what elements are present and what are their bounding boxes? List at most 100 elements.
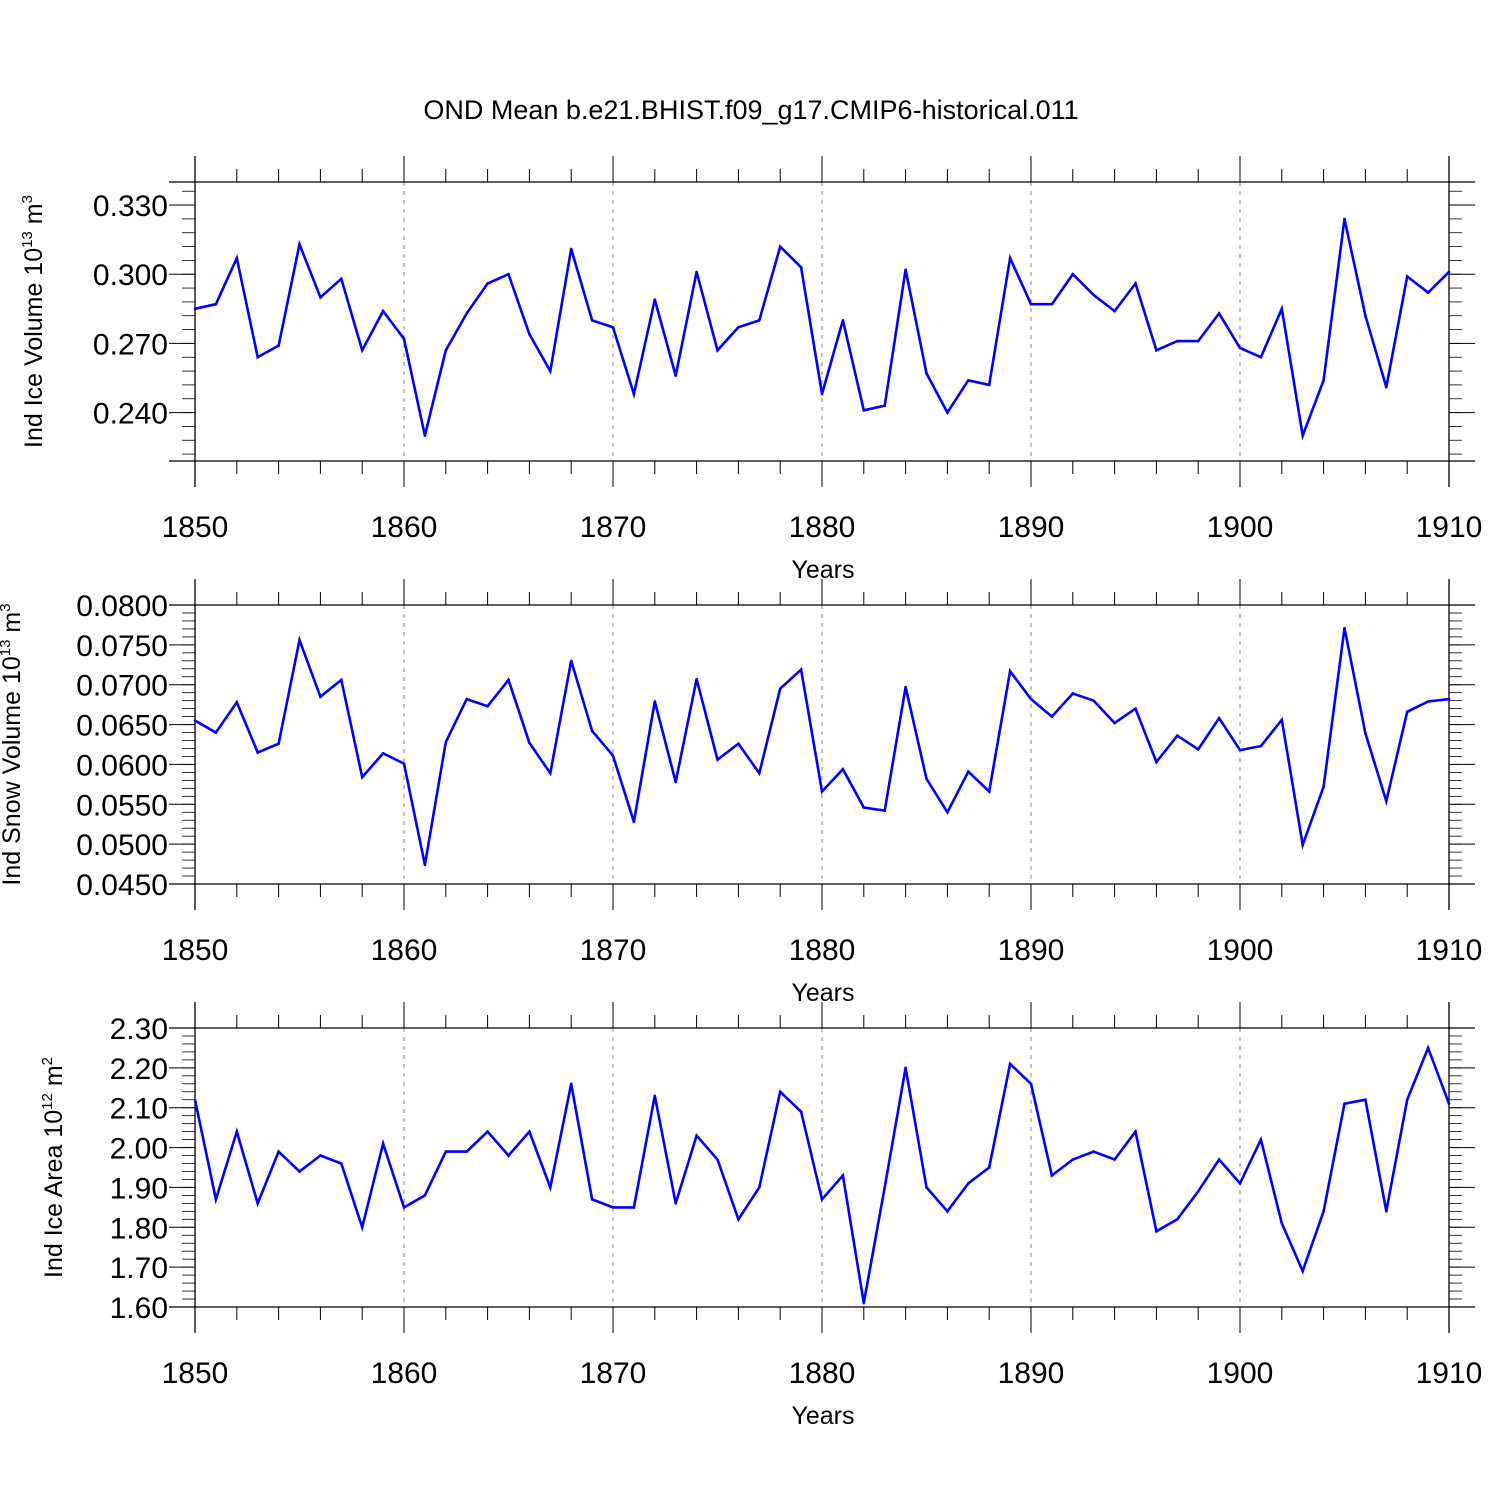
data-point <box>1322 1210 1325 1213</box>
y-axis-title: Ind Snow Volume 1013 m3 <box>0 603 26 885</box>
data-point <box>737 742 740 746</box>
data-point <box>507 678 510 682</box>
data-point <box>1217 312 1221 315</box>
data-point <box>1259 1138 1263 1141</box>
data-point <box>590 319 594 322</box>
y-tick-label: 1.80 <box>110 1212 168 1245</box>
data-point <box>465 697 469 701</box>
data-point <box>298 242 301 246</box>
x-tick-label: 1880 <box>789 934 856 967</box>
data-point <box>1322 785 1325 789</box>
data-point <box>1155 349 1158 352</box>
data-point <box>1008 1062 1012 1066</box>
data-point <box>778 687 782 690</box>
data-point <box>256 751 260 754</box>
y-tick-label: 0.0600 <box>76 749 168 782</box>
y-axis-title-superscript: 13 <box>0 640 14 657</box>
data-point <box>1029 697 1033 701</box>
data-point <box>1238 346 1242 350</box>
data-point <box>1029 1082 1033 1086</box>
data-point <box>1155 760 1158 764</box>
y-tick-label: 2.00 <box>110 1133 168 1166</box>
x-tick-label: 1890 <box>998 934 1065 967</box>
x-tick-label: 1870 <box>580 511 647 544</box>
data-point <box>214 731 218 734</box>
x-tick-label: 1890 <box>998 511 1065 544</box>
data-point <box>820 1198 824 1201</box>
y-axis-title-part: Ind Ice Area 10 <box>40 1110 68 1278</box>
data-point <box>1426 1046 1430 1050</box>
x-tick-label: 1850 <box>162 511 229 544</box>
data-point <box>674 374 677 377</box>
data-point <box>360 349 364 352</box>
data-point <box>1134 282 1137 285</box>
data-point <box>820 790 824 793</box>
data-point <box>381 751 385 755</box>
data-point <box>1092 699 1095 702</box>
data-point <box>549 369 552 373</box>
data-point <box>611 325 615 329</box>
data-point <box>1071 692 1075 695</box>
data-point <box>1050 715 1054 718</box>
data-point <box>1280 307 1284 311</box>
y-axis-title: Ind Ice Volume 1013 m3 <box>19 195 48 448</box>
data-point <box>1426 700 1430 703</box>
data-point <box>1405 275 1409 278</box>
x-tick-label: 1900 <box>1207 934 1274 967</box>
y-tick-label: 2.10 <box>110 1093 168 1126</box>
data-point <box>444 1150 448 1153</box>
data-point <box>1385 799 1388 803</box>
data-point <box>1447 697 1451 701</box>
data-point <box>758 771 761 775</box>
data-point <box>277 344 280 348</box>
data-point <box>967 378 970 382</box>
data-point <box>235 256 239 260</box>
data-point <box>486 704 489 708</box>
data-point <box>277 1150 280 1153</box>
y-axis-title-part: Ind Ice Volume 10 <box>20 248 48 448</box>
y-tick-label: 0.270 <box>93 328 168 361</box>
x-tick-label: 1850 <box>162 934 229 967</box>
data-point <box>528 741 531 745</box>
panel-2: 1850 1860 1870 1880 1890 1900 1910 Years 0.0450 0… <box>0 579 1482 1007</box>
data-point <box>1155 1229 1158 1233</box>
x-tick-label: 1860 <box>371 934 438 967</box>
data-point <box>925 1186 928 1189</box>
x-tick-label: 1900 <box>1207 1357 1274 1390</box>
x-axis-title: Years <box>791 979 854 1007</box>
data-point <box>820 392 824 396</box>
data-point <box>402 762 406 765</box>
data-point <box>1364 732 1367 735</box>
data-point <box>862 408 866 412</box>
data-point <box>632 1206 636 1209</box>
data-point <box>695 677 698 681</box>
data-point <box>653 298 657 301</box>
x-tick-label: 1860 <box>371 1357 438 1390</box>
data-point <box>967 1182 970 1185</box>
data-point <box>1176 339 1179 343</box>
y-tick-label: 0.300 <box>93 259 168 292</box>
data-point <box>967 770 970 773</box>
data-point <box>841 767 845 771</box>
data-point <box>987 1166 991 1169</box>
data-point <box>1113 721 1116 725</box>
data-point <box>841 1174 845 1177</box>
data-point <box>340 277 343 281</box>
x-tick-label: 1900 <box>1207 511 1274 544</box>
data-point <box>1259 744 1263 748</box>
data-point <box>1113 1158 1116 1161</box>
x-tick-label: 1910 <box>1416 511 1483 544</box>
y-axis-title-part: Ind Snow Volume 10 <box>0 656 26 885</box>
data-point <box>319 295 322 299</box>
data-point <box>1385 385 1388 389</box>
y-tick-label: 0.240 <box>93 398 168 431</box>
data-point <box>778 245 782 248</box>
data-point <box>1343 217 1346 221</box>
y-axis-title-superscript: 2 <box>39 1057 56 1065</box>
data-point <box>340 1162 343 1165</box>
data-point <box>1008 669 1012 673</box>
data-point <box>778 1090 782 1094</box>
y-axis-title-superscript: 13 <box>19 231 36 248</box>
data-point <box>1008 256 1012 260</box>
data-point <box>1301 434 1304 437</box>
